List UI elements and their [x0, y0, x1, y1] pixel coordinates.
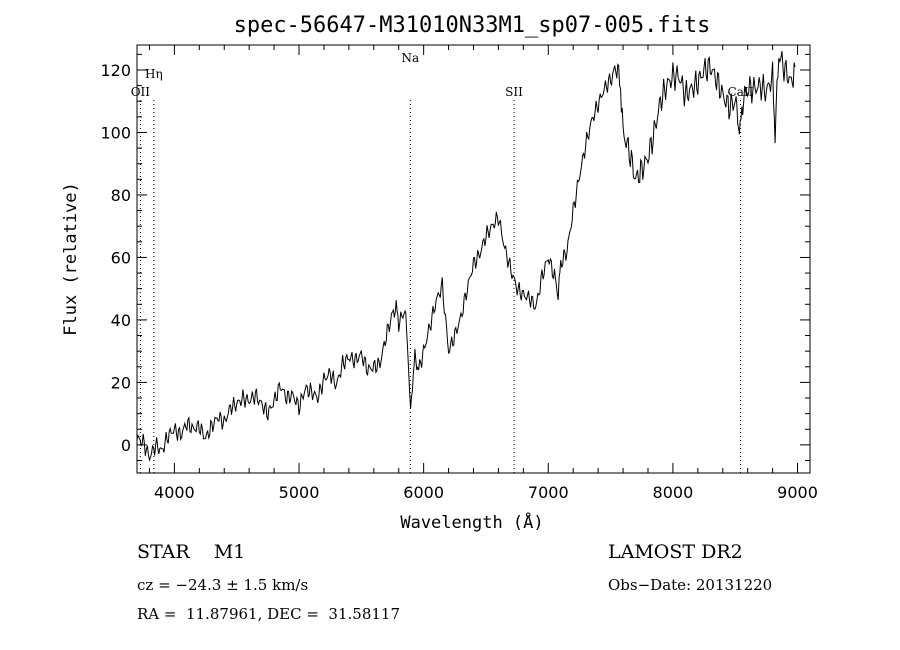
line-label-3: Na [401, 51, 419, 65]
y-tick-label: 60 [111, 248, 131, 267]
coordinates-label: RA = 11.87961, DEC = 31.58117 [137, 605, 400, 623]
x-tick-label: 4000 [154, 483, 195, 502]
y-axis-ticks: 0 20 40 60 80 100 120 [100, 53, 810, 462]
line-label-4: SII [505, 85, 523, 99]
x-axis-ticks: 4000 5000 6000 7000 8000 9000 [148, 45, 818, 502]
obs-date-label: Obs−Date: 20131220 [608, 576, 772, 594]
y-tick-label: 80 [111, 186, 131, 205]
line-label-1: OII [131, 85, 151, 99]
plot-axes: 4000 5000 6000 7000 8000 9000 0 20 40 60 80 100 120 [100, 44, 818, 502]
y-tick-label: 120 [100, 61, 131, 80]
y-axis-label: Flux (relative) [61, 182, 81, 336]
y-tick-label: 20 [111, 373, 131, 392]
x-tick-label: 8000 [653, 483, 694, 502]
y-tick-label: 100 [100, 123, 131, 142]
line-label-2: Hη [145, 67, 163, 81]
redshift-label: cz = −24.3 ± 1.5 km/s [137, 576, 308, 594]
survey-label: LAMOST DR2 [608, 541, 743, 563]
x-tick-label: 7000 [528, 483, 569, 502]
spectrum-series-line [136, 51, 796, 463]
chart-title: spec-56647-M31010N33M1_sp07-005.fits [234, 13, 711, 38]
x-axis-label: Wavelength (Å) [400, 511, 543, 533]
x-tick-label: 9000 [777, 483, 818, 502]
x-tick-label: 5000 [279, 483, 320, 502]
y-tick-label: 0 [121, 436, 131, 455]
y-tick-label: 40 [111, 311, 131, 330]
x-tick-label: 6000 [403, 483, 444, 502]
object-class-label: STAR M1 [137, 541, 245, 563]
